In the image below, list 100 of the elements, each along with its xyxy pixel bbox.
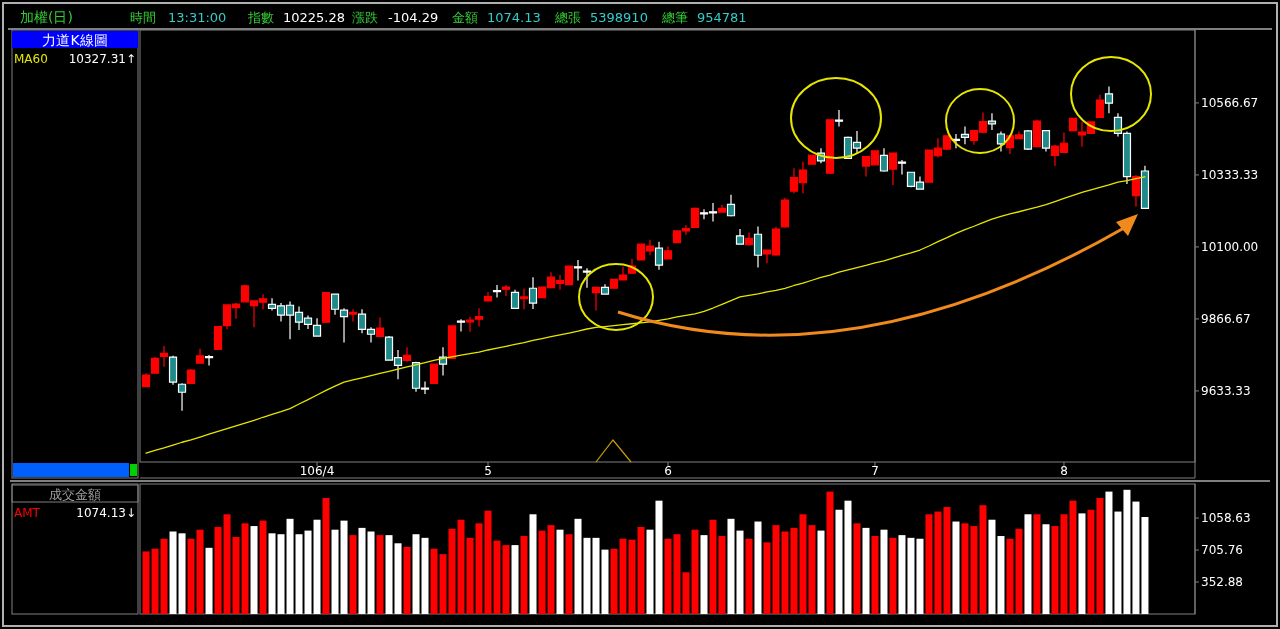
candlestick: [717, 204, 727, 214]
line-series: [145, 176, 1146, 454]
bar: [799, 514, 807, 614]
y-tick-label: 9633.33: [1201, 383, 1251, 398]
bar: [844, 500, 852, 614]
bar: [250, 526, 258, 614]
bar: [1033, 514, 1041, 614]
text: 漲跌: [352, 10, 378, 25]
bar: [268, 533, 276, 614]
bar: [556, 529, 564, 614]
bar: [430, 548, 438, 614]
candlestick: [753, 225, 763, 269]
bar: [826, 491, 834, 614]
bar: [520, 536, 528, 614]
bar: [979, 505, 987, 614]
candlestick: [447, 325, 457, 360]
text: 1074.13: [487, 10, 541, 25]
candlestick: [483, 291, 493, 302]
bar: [988, 519, 996, 614]
candlestick: [744, 231, 754, 247]
bar: [376, 535, 384, 614]
bar: [1069, 500, 1077, 614]
bar: [997, 536, 1005, 614]
bar: [853, 523, 861, 614]
bar: [808, 525, 816, 614]
candlestick: [492, 284, 502, 299]
candlestick: [204, 354, 214, 367]
bar: [169, 531, 177, 614]
y-tick-label: 352.88: [1201, 575, 1243, 590]
bar: [196, 529, 204, 614]
bar: [142, 551, 150, 614]
text: 10327.31↑: [68, 52, 136, 66]
candlestick: [879, 147, 889, 173]
candlestick: [519, 287, 529, 310]
candlestick: [474, 307, 484, 328]
bar: [223, 514, 231, 614]
x-tick-label: 106/4: [299, 464, 335, 478]
bar: [1096, 497, 1104, 614]
candlestick: [834, 109, 844, 128]
text: 金額: [452, 10, 478, 25]
candlestick: [168, 355, 178, 386]
bar: [1051, 526, 1059, 614]
text: MA60: [14, 52, 48, 66]
bar: [160, 538, 168, 614]
bar: [1024, 514, 1032, 614]
bar: [961, 523, 969, 614]
candlestick: [690, 206, 700, 229]
text: -104.29: [388, 10, 439, 25]
bar: [214, 526, 222, 614]
bar: [943, 507, 951, 614]
text: 13:31:00: [168, 10, 227, 25]
y-tick-label: 10100.00: [1201, 239, 1259, 254]
y-tick-label: 9866.67: [1201, 311, 1251, 326]
candlestick: [582, 267, 592, 289]
candlestick: [1032, 119, 1042, 148]
candlestick: [1104, 85, 1114, 114]
bar: [862, 527, 870, 614]
bar: [421, 537, 429, 614]
bar: [151, 548, 159, 614]
candlestick: [600, 283, 610, 296]
bar: [1006, 538, 1014, 614]
bar: [1060, 514, 1068, 614]
candlestick: [456, 318, 466, 333]
chart-subtitle: 成交金額: [49, 487, 101, 502]
candlestick: [1041, 129, 1051, 153]
text: AMT: [14, 506, 41, 520]
bar: [952, 521, 960, 614]
candlestick: [177, 382, 187, 412]
bar: [916, 538, 924, 614]
x-tick-label: 7: [871, 464, 879, 478]
candlestick: [726, 194, 736, 217]
candlestick: [996, 130, 1006, 153]
bar: [178, 533, 186, 614]
candlestick: [429, 363, 439, 385]
bar: [700, 535, 708, 614]
candlestick: [897, 159, 907, 176]
bar: [529, 514, 537, 614]
bar: [772, 525, 780, 614]
bar: [394, 543, 402, 614]
bar: [313, 519, 321, 614]
bar: [1078, 513, 1086, 614]
candlestick: [1068, 117, 1078, 132]
bar: [259, 520, 267, 614]
candlestick: [663, 246, 673, 260]
bar: [385, 535, 393, 614]
text: 10225.28: [283, 10, 346, 25]
chart-title: 加權(日): [20, 9, 73, 25]
candlestick: [150, 356, 160, 375]
bar: [745, 538, 753, 614]
bar: [898, 535, 906, 614]
candlestick: [654, 241, 664, 271]
bar: [1141, 517, 1149, 614]
text: 954781: [697, 10, 747, 25]
candlestick: [591, 286, 601, 312]
bar: [880, 529, 888, 614]
candlestick: [339, 307, 349, 344]
candlestick: [573, 259, 583, 282]
bar: [565, 534, 573, 614]
bar: [781, 531, 789, 614]
candlestick: [951, 133, 961, 149]
